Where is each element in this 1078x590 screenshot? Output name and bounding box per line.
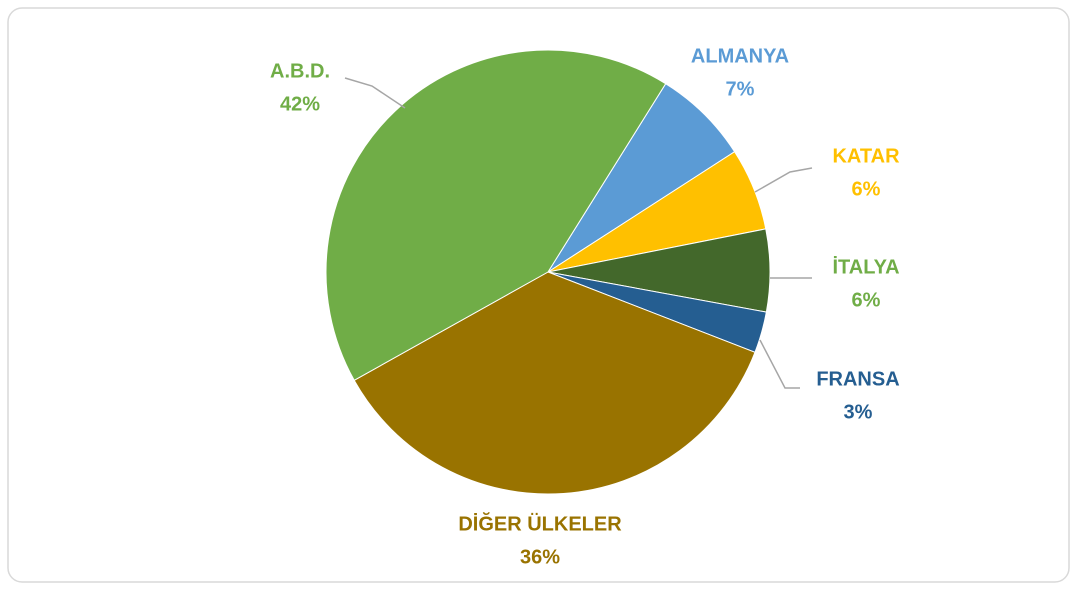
slice-label: FRANSA <box>816 368 899 390</box>
slice-value-label: 7% <box>726 78 755 100</box>
leader-line <box>344 77 406 109</box>
slice-value-label: 6% <box>852 178 881 200</box>
slice-value-label: 36% <box>520 546 560 568</box>
pie-slice <box>325 49 667 381</box>
slice-label: DİĞER ÜLKELER <box>458 511 622 535</box>
slice-value-label: 42% <box>280 93 320 115</box>
pie-slice <box>353 271 756 495</box>
slice-label: KATAR <box>832 145 900 167</box>
slice-value-label: 6% <box>852 289 881 311</box>
leader-line <box>759 339 800 389</box>
slice-label: A.B.D. <box>270 60 330 82</box>
slice-label: İTALYA <box>832 255 899 278</box>
slice-label: ALMANYA <box>691 45 789 67</box>
leader-line <box>754 167 813 193</box>
slice-value-label: 3% <box>844 401 873 423</box>
